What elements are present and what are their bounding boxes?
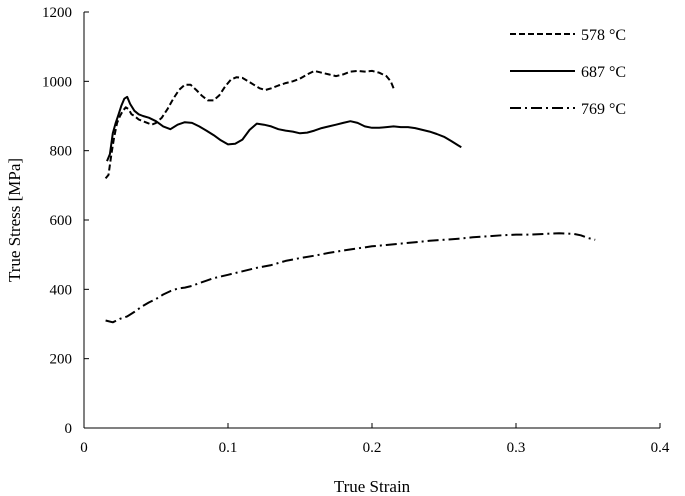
legend-label: 769 °C	[581, 101, 626, 118]
legend-label: 578 °C	[581, 27, 626, 44]
y-axis-title: True Stress [MPa]	[5, 158, 24, 282]
x-tick-label: 0.3	[507, 440, 526, 456]
y-tick-label: 400	[50, 282, 73, 298]
x-tick-label: 0.2	[363, 440, 382, 456]
x-tick-label: 0.4	[651, 440, 670, 456]
series-line-3	[105, 232, 596, 324]
y-tick-label: 1000	[42, 74, 72, 90]
x-tick-label: 0.1	[219, 440, 238, 456]
legend-label: 687 °C	[581, 64, 626, 81]
x-axis-title: True Strain	[334, 477, 411, 496]
x-axis: 0 0.1 0.2 0.3 0.4	[80, 423, 670, 456]
y-tick-label: 200	[50, 352, 73, 368]
x-tick-label: 0	[80, 440, 88, 456]
series-line-2	[106, 95, 462, 162]
y-tick-label: 1200	[42, 5, 72, 21]
legend: 578 °C 687 °C 769 °C	[510, 27, 626, 118]
y-tick-label: 800	[50, 144, 73, 160]
series-layer	[104, 69, 596, 324]
y-tick-label: 600	[50, 213, 73, 229]
y-axis: 0 200 400 600 800 1000 1200	[42, 5, 89, 437]
series-line-1	[104, 69, 395, 180]
plot-area	[83, 12, 660, 429]
y-tick-label: 0	[65, 421, 73, 437]
